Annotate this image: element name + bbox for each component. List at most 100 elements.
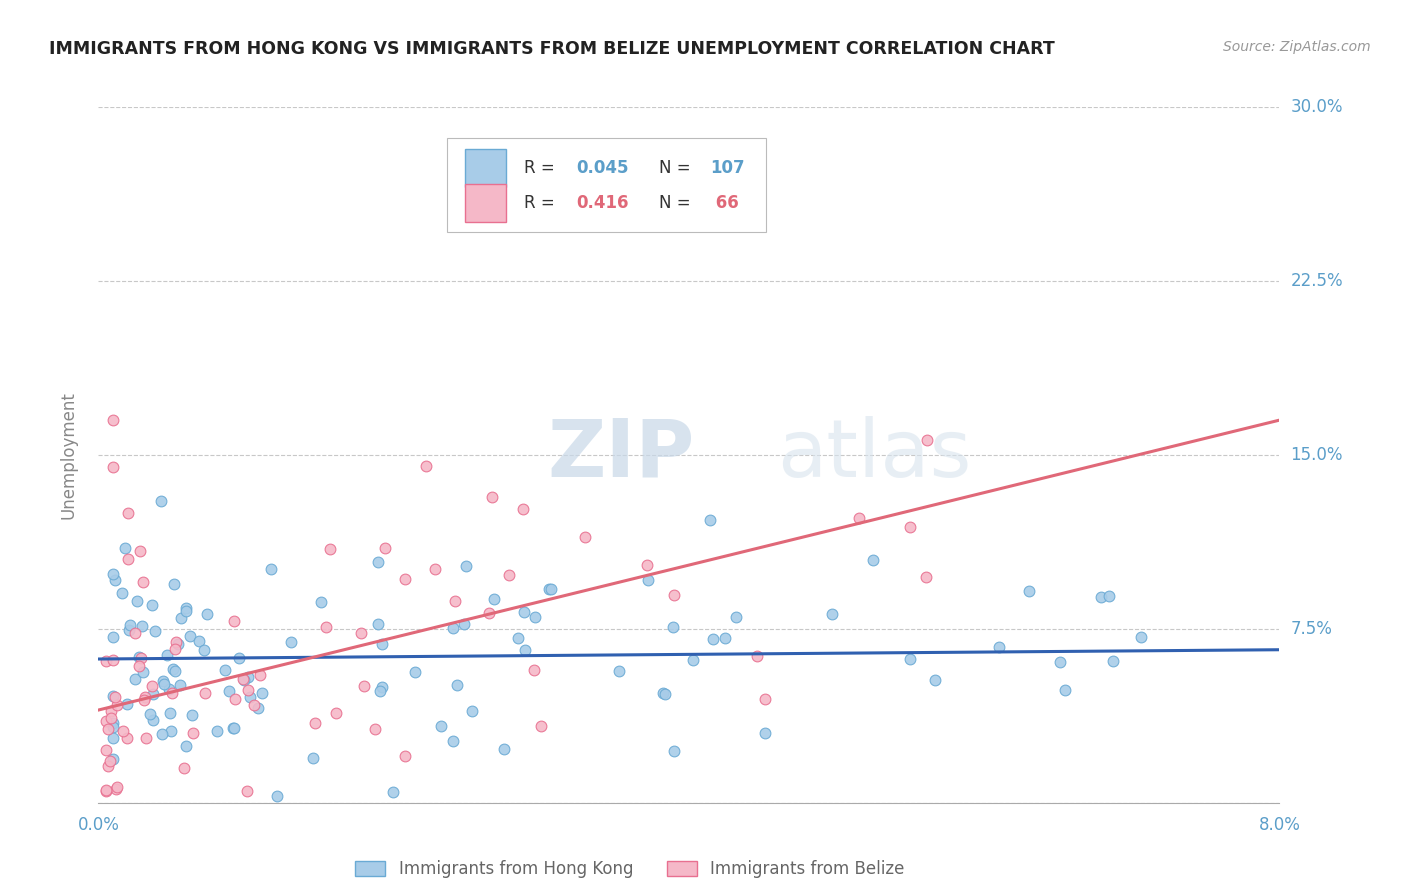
Point <box>222 721 245 735</box>
Point <box>498 567 520 582</box>
Text: IMMIGRANTS FROM HONG KONG VS IMMIGRANTS FROM BELIZE UNEMPLOYMENT CORRELATION CHA: IMMIGRANTS FROM HONG KONG VS IMMIGRANTS … <box>49 40 1054 58</box>
Point <box>103 566 124 581</box>
Point <box>155 648 177 662</box>
Point <box>128 658 150 673</box>
Point <box>174 739 197 753</box>
FancyBboxPatch shape <box>464 149 506 187</box>
Point <box>243 698 266 713</box>
Point <box>163 576 186 591</box>
Point <box>370 637 392 651</box>
Point <box>103 689 124 703</box>
Point <box>94 743 117 757</box>
Point <box>662 588 685 602</box>
Point <box>105 780 128 794</box>
Point <box>193 643 215 657</box>
Point <box>181 725 204 739</box>
Point <box>374 541 396 555</box>
Point <box>524 609 547 624</box>
Point <box>124 672 146 686</box>
Point <box>112 723 135 738</box>
Point <box>637 573 659 587</box>
Point <box>142 713 165 727</box>
Point <box>104 690 127 704</box>
Point <box>848 511 870 525</box>
Point <box>513 605 536 619</box>
Point <box>382 785 405 799</box>
Point <box>165 641 187 656</box>
Point <box>120 618 142 632</box>
Point <box>1130 630 1153 644</box>
Point <box>103 413 124 427</box>
Point <box>214 663 236 677</box>
Point <box>353 679 375 693</box>
Point <box>174 604 197 618</box>
Point <box>461 704 484 718</box>
Point <box>699 513 721 527</box>
Point <box>135 731 157 745</box>
Point <box>530 719 553 733</box>
Point <box>652 686 675 700</box>
Point <box>143 624 166 638</box>
Point <box>174 601 197 615</box>
Point <box>117 552 139 566</box>
Text: 22.5%: 22.5% <box>1291 272 1343 290</box>
Point <box>160 724 183 739</box>
Point <box>862 553 884 567</box>
Point <box>132 575 155 590</box>
Point <box>224 691 246 706</box>
Point <box>129 651 152 665</box>
Point <box>444 594 467 608</box>
Point <box>117 731 139 745</box>
Point <box>821 607 844 622</box>
Text: 15.0%: 15.0% <box>1291 446 1343 464</box>
Point <box>166 635 188 649</box>
Point <box>94 714 117 729</box>
Point <box>103 752 124 766</box>
FancyBboxPatch shape <box>464 184 506 222</box>
Point <box>94 783 117 797</box>
Point <box>124 625 146 640</box>
Point <box>745 648 768 663</box>
Point <box>115 697 138 711</box>
Point <box>236 683 259 698</box>
Point <box>325 706 347 720</box>
Point <box>924 673 946 687</box>
Point <box>160 686 183 700</box>
Point <box>987 640 1010 654</box>
Point <box>654 687 676 701</box>
Text: 7.5%: 7.5% <box>1291 620 1333 638</box>
Text: R =: R = <box>523 159 560 177</box>
Point <box>139 707 162 722</box>
Point <box>114 541 136 555</box>
Point <box>100 704 122 718</box>
Point <box>415 459 437 474</box>
Point <box>898 519 921 533</box>
Point <box>131 619 153 633</box>
Point <box>754 691 776 706</box>
Point <box>280 634 302 648</box>
Point <box>239 690 262 704</box>
Text: atlas: atlas <box>778 416 972 494</box>
Point <box>478 606 501 620</box>
Text: 66: 66 <box>710 194 740 211</box>
Point <box>118 624 141 638</box>
Point <box>713 632 735 646</box>
Point <box>636 558 658 572</box>
Point <box>103 459 124 474</box>
Point <box>228 650 250 665</box>
Point <box>319 542 342 557</box>
Point <box>508 631 530 645</box>
Y-axis label: Unemployment: Unemployment <box>59 391 77 519</box>
Point <box>162 662 184 676</box>
Text: 30.0%: 30.0% <box>1291 98 1343 116</box>
Point <box>94 654 117 668</box>
Point <box>150 726 173 740</box>
Point <box>266 789 288 804</box>
Point <box>453 617 475 632</box>
Point <box>682 653 704 667</box>
Text: N =: N = <box>659 159 696 177</box>
Point <box>150 494 173 508</box>
Point <box>218 683 240 698</box>
Point <box>538 582 561 596</box>
Point <box>492 741 515 756</box>
